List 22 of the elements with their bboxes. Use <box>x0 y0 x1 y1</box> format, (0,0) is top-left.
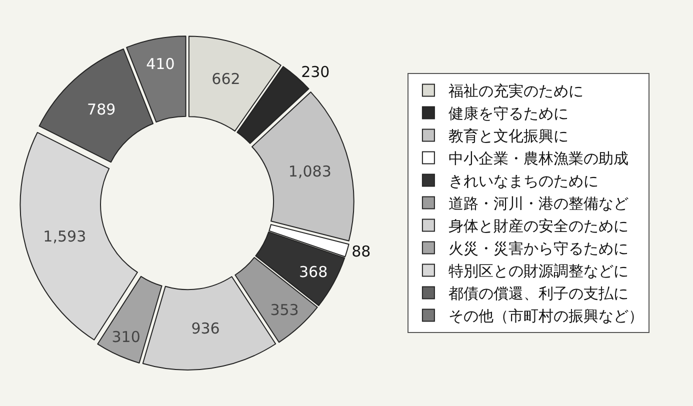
legend-label: 健康を守るために <box>448 104 568 123</box>
legend-label: 身体と財産の安全のために <box>448 217 628 236</box>
legend-label: 福祉の充実のために <box>448 82 584 100</box>
data-label: 88 <box>352 242 371 260</box>
legend-label: 特別区との財源調整などに <box>448 262 628 280</box>
data-label: 662 <box>212 70 240 88</box>
legend-label: きれいなまちのために <box>448 172 598 190</box>
data-label: 789 <box>87 100 116 118</box>
data-label: 310 <box>112 328 140 346</box>
data-label: 936 <box>191 320 220 338</box>
data-label: 1,593 <box>43 227 86 246</box>
legend-label: 道路・河川・港の整備など <box>448 194 628 213</box>
data-label: 1,083 <box>288 162 332 181</box>
data-label: 353 <box>270 300 299 319</box>
data-label: 410 <box>146 54 175 73</box>
legend-label: 都債の償還、利子の支払に <box>448 284 628 303</box>
legend-label: 中小企業・農林漁業の助成 <box>448 150 628 168</box>
legend-label: 火災・災害から守るために <box>448 240 628 258</box>
data-label: 230 <box>301 62 330 81</box>
legend-label: その他（市町村の振興など） <box>448 307 644 326</box>
legend-label: 教育と文化振興に <box>448 127 568 146</box>
data-label: 368 <box>298 262 328 281</box>
